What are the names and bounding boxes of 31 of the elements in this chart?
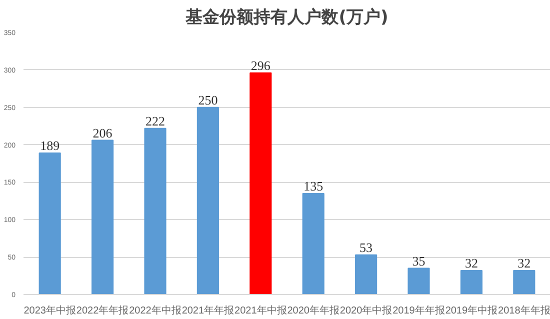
data-label: 296: [250, 58, 271, 73]
bar: [196, 106, 219, 294]
data-label: 32: [518, 256, 531, 271]
bar: [302, 192, 324, 294]
data-label: 32: [464, 256, 478, 271]
bar: [250, 72, 272, 294]
data-label: 35: [412, 253, 426, 268]
x-tick-label: 2018年年报: [498, 304, 550, 316]
x-tick-label: 2023年中报: [24, 304, 76, 316]
bar: [408, 268, 430, 294]
bar: [513, 270, 536, 294]
data-label: 222: [146, 113, 165, 128]
x-tick-label: 2022年中报: [129, 304, 182, 316]
data-label: 206: [92, 125, 113, 140]
x-tick-label: 2022年年报: [76, 304, 129, 316]
data-label: 135: [304, 178, 324, 194]
x-tick-label: 2019年年报: [392, 304, 445, 316]
x-tick-label: 2021年年报: [182, 304, 234, 316]
data-label: 250: [198, 92, 218, 108]
bar: [144, 128, 166, 294]
data-label: 53: [360, 240, 373, 255]
bar: [460, 270, 482, 294]
x-tick-label: 2020年年报: [287, 304, 340, 316]
bar: [355, 254, 378, 294]
x-tick-label: 2020年中报: [340, 304, 392, 316]
x-tick-label: 2019年中报: [445, 304, 498, 316]
chart-title: 基金份额持有人户数(万户): [184, 8, 388, 28]
bar: [38, 152, 61, 294]
bar: [92, 140, 114, 294]
data-label: 189: [40, 138, 60, 154]
x-tick-label: 2021年中报: [234, 304, 287, 316]
